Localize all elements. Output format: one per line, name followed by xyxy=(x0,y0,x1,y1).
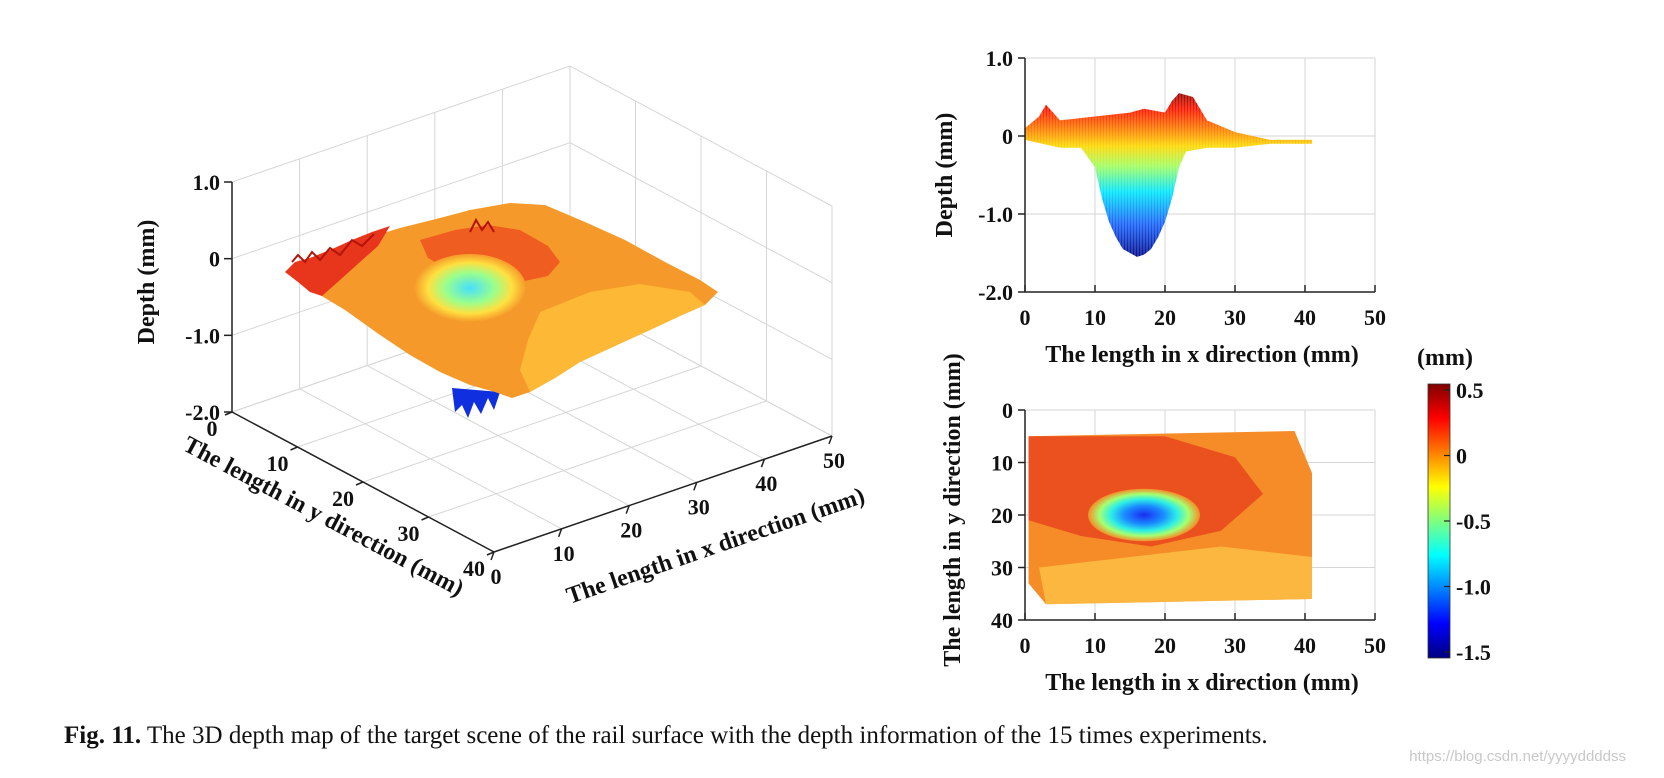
tick-mark xyxy=(290,446,298,451)
top-view-defect xyxy=(1088,488,1200,542)
top-view-y-tick-label: 20 xyxy=(991,503,1013,528)
side-profile-ylabel: Depth (mm) xyxy=(932,113,958,238)
side-profile-chart: 1.0 0 -1.0 -2.0 0 10 20 30 40 50 Depth (mm) The l… xyxy=(932,46,1386,368)
side-profile-y-tick-label: -1.0 xyxy=(978,202,1013,227)
tick-mark xyxy=(828,435,833,445)
top-view-y-tick-label: 0 xyxy=(1002,398,1013,423)
figure-caption: Fig. 11. The 3D depth map of the target … xyxy=(64,722,1624,750)
tick-mark xyxy=(421,516,429,521)
side-profile-x-tick-label: 0 xyxy=(1020,305,1031,330)
side-profile-xlabel: The length in x direction (mm) xyxy=(1045,342,1359,368)
tick-mark xyxy=(355,481,364,486)
surface-3d-y-tick-label: 0 xyxy=(207,416,218,441)
colorbar-tick-label: -1.0 xyxy=(1456,575,1491,600)
top-view-x-tick-label: 0 xyxy=(1020,633,1031,658)
tick-mark xyxy=(625,505,630,514)
top-view-ticks: 0 10 20 30 40 0 10 20 30 40 50 xyxy=(991,398,1386,658)
tick-mark xyxy=(224,411,233,416)
top-view-y-tick-label: 10 xyxy=(991,451,1013,476)
surface-3d-z-tick-label: -1.0 xyxy=(185,323,220,348)
watermark: https://blog.csdn.net/yyyyddddss xyxy=(1409,748,1626,765)
side-profile-hatch xyxy=(1025,93,1312,257)
tick-mark xyxy=(557,528,563,538)
top-view-x-tick-label: 30 xyxy=(1224,633,1246,658)
surface-3d-x-tick-label: 10 xyxy=(553,541,575,566)
top-view-y-tick-label: 30 xyxy=(991,556,1013,581)
surface-3d-ylabel: The length in y direction (mm) xyxy=(179,432,468,602)
surface-3d-y-tick-label: 30 xyxy=(398,521,420,546)
colorbar-tick-label: 0.5 xyxy=(1456,378,1484,403)
caption-text: The 3D depth map of the target scene of … xyxy=(146,722,1268,749)
side-profile-y-tick-label: -2.0 xyxy=(978,280,1013,305)
surface-3d-x-tick-label: 30 xyxy=(688,494,710,519)
surface-3d-x-axis-line xyxy=(493,435,833,553)
colorbar-tick-label: 0 xyxy=(1456,444,1467,469)
side-profile-x-tick-label: 30 xyxy=(1224,305,1246,330)
top-view-x-tick-label: 40 xyxy=(1294,633,1316,658)
top-view-y-tick-label: 40 xyxy=(991,608,1013,633)
surface-3d-x-tick-label: 20 xyxy=(620,518,642,543)
surface-3d-x-tick-label: 40 xyxy=(755,471,777,496)
side-profile-y-tick-label: 1.0 xyxy=(986,46,1014,71)
surface-3d-pit-bottom xyxy=(452,388,500,418)
top-view-yellow-region xyxy=(1039,546,1312,605)
surface-3d-mesh xyxy=(280,200,720,418)
tick-mark xyxy=(486,551,495,556)
colorbar-tick-label: -0.5 xyxy=(1456,509,1491,534)
surface-3d-zlabel: Depth (mm) xyxy=(134,220,160,345)
top-view-chart: 0 10 20 30 40 0 10 20 30 40 50 The length in y dir… xyxy=(940,353,1386,696)
grid-line xyxy=(428,400,767,518)
grid-line xyxy=(362,365,702,483)
tick-mark xyxy=(693,482,698,491)
side-profile-x-tick-label: 40 xyxy=(1294,305,1316,330)
top-view-ylabel: The length in y direction (mm) xyxy=(940,353,966,667)
grid-line xyxy=(231,142,833,284)
top-view-xlabel: The length in x direction (mm) xyxy=(1045,670,1359,696)
surface-3d-xlabel: The length in x direction (mm) xyxy=(563,483,868,610)
side-profile-grid xyxy=(1024,57,1376,293)
surface-3d-y-tick-label: 10 xyxy=(267,451,289,476)
surface-3d-z-tick-label: 0 xyxy=(209,247,220,272)
tick-mark xyxy=(490,551,495,561)
side-profile-x-tick-label: 10 xyxy=(1084,305,1106,330)
top-view-heatmap xyxy=(1028,431,1312,605)
surface-3d-yellow-texture xyxy=(520,284,705,392)
surface-3d-peaks xyxy=(291,217,495,264)
side-profile-ticks: 1.0 0 -1.0 -2.0 0 10 20 30 40 50 xyxy=(978,46,1386,330)
surface-3d-x-tick-label: 0 xyxy=(491,564,502,589)
top-view-x-tick-label: 50 xyxy=(1364,633,1386,658)
surface-3d-y-tick-label: 20 xyxy=(332,486,354,511)
surface-3d-z-tick-label: -2.0 xyxy=(185,400,220,425)
surface-3d-y-tick-label: 40 xyxy=(463,556,485,581)
top-view-x-tick-label: 20 xyxy=(1154,633,1176,658)
colorbar-unit-label: (mm) xyxy=(1417,345,1473,371)
colorbar-ticks: 0.5 0 -0.5 -1.0 -1.5 xyxy=(1444,378,1491,665)
side-profile-x-tick-label: 20 xyxy=(1154,305,1176,330)
tick-mark xyxy=(760,458,766,468)
top-view-x-tick-label: 10 xyxy=(1084,633,1106,658)
side-profile-x-tick-label: 50 xyxy=(1364,305,1386,330)
side-profile-y-tick-label: 0 xyxy=(1002,124,1013,149)
surface-3d-z-tick-label: 1.0 xyxy=(193,170,221,195)
caption-fig-id: Fig. 11. xyxy=(64,722,142,749)
colorbar-tick-label: -1.5 xyxy=(1456,640,1491,665)
surface-3d-x-tick-label: 50 xyxy=(823,448,845,473)
side-profile-axes xyxy=(1024,58,1375,293)
grid-line xyxy=(231,65,833,207)
surface-3d-pit xyxy=(414,254,526,322)
colorbar: (mm) 0.5 0 -0.5 -1.0 -1.5 xyxy=(1417,345,1491,665)
